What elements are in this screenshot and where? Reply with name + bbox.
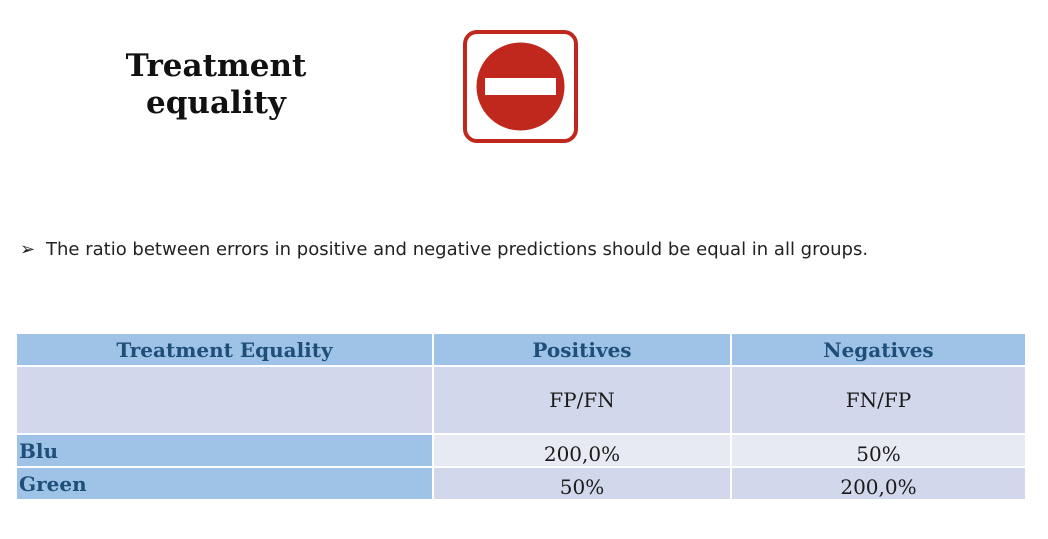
row-positives-value: 200,0% [433, 434, 732, 468]
bullet-text: The ratio between errors in positive and… [46, 239, 869, 260]
subheader-fn-fp: FN/FP [731, 366, 1027, 435]
no-entry-icon [463, 30, 578, 143]
row-negatives-value: 50% [731, 434, 1027, 468]
bullet-point: ➢ The ratio between errors in positive a… [20, 236, 1026, 264]
subheader-fp-fn: FP/FN [433, 366, 732, 435]
table-header-row: Treatment Equality Positives Negatives [17, 334, 1027, 367]
treatment-equality-table: Treatment Equality Positives Negatives F… [17, 334, 1027, 501]
row-group-label: Blu [17, 434, 434, 468]
subheader-empty [17, 366, 434, 435]
table-row: Green 50% 200,0% [17, 467, 1027, 501]
table-subheader-row: FP/FN FN/FP [17, 366, 1027, 435]
row-positives-value: 50% [433, 467, 732, 501]
header-positives: Positives [433, 334, 732, 367]
row-negatives-value: 200,0% [731, 467, 1027, 501]
header-treatment-equality: Treatment Equality [17, 334, 434, 367]
slide-title: Treatment equality [125, 48, 307, 121]
header-negatives: Negatives [731, 334, 1027, 367]
arrow-bullet-icon: ➢ [20, 239, 36, 260]
table-row: Blu 200,0% 50% [17, 434, 1027, 468]
row-group-label: Green [17, 467, 434, 501]
